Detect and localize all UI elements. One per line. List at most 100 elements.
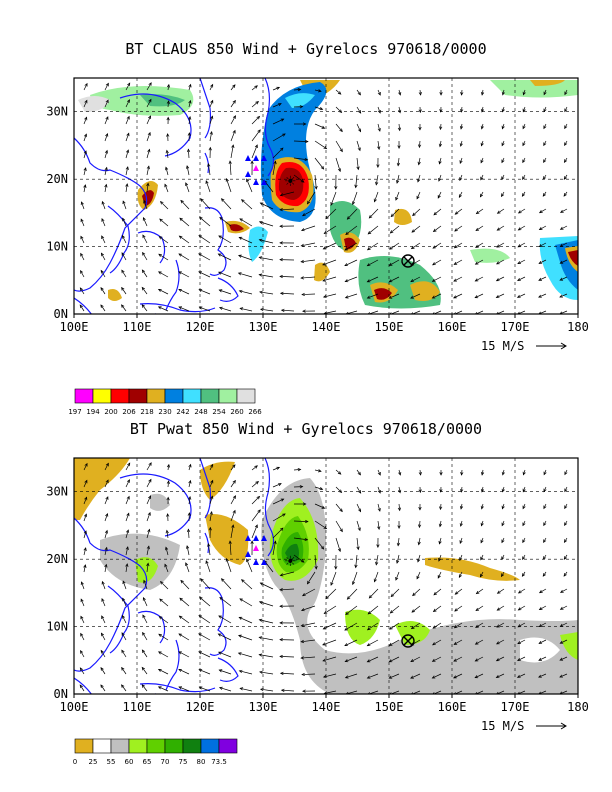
wind-vector bbox=[501, 140, 505, 146]
wind-vector bbox=[179, 597, 190, 607]
wind-vector-head bbox=[432, 262, 436, 266]
wind-vector-head bbox=[496, 590, 501, 594]
lat-tick-label: 0N bbox=[54, 687, 68, 701]
wind-vector-head bbox=[418, 126, 422, 131]
wind-vector bbox=[453, 656, 463, 662]
wind-vector-head bbox=[246, 178, 250, 183]
wind-vector-head bbox=[438, 540, 442, 545]
wind-vector-head bbox=[366, 247, 371, 251]
wind-vector bbox=[251, 481, 259, 488]
wind-vector-head bbox=[501, 522, 505, 527]
lat-tick-label: 20N bbox=[46, 172, 68, 186]
wind-vector bbox=[146, 546, 150, 556]
wind-vector-head bbox=[538, 260, 543, 264]
wind-vector bbox=[518, 225, 526, 231]
wind-vector-head bbox=[256, 115, 261, 120]
wind-vector bbox=[180, 580, 190, 590]
wind-vector bbox=[302, 588, 316, 596]
wind-vector-head bbox=[538, 607, 543, 611]
wind-vector-head bbox=[79, 287, 84, 291]
wind-vector-head bbox=[376, 544, 380, 549]
wind-vector-head bbox=[301, 292, 305, 297]
wind-vector bbox=[324, 605, 337, 614]
wind-vector bbox=[563, 191, 568, 197]
wind-vector-head bbox=[538, 590, 543, 594]
wind-vector-head bbox=[279, 193, 284, 197]
wind-vector-head bbox=[250, 540, 254, 544]
wind-vector-head bbox=[517, 590, 522, 594]
colorbar-label: 248 bbox=[194, 408, 207, 416]
wind-vector bbox=[229, 161, 232, 176]
wind-vector-head bbox=[280, 308, 285, 312]
wind-vector bbox=[335, 106, 342, 113]
wind-vector bbox=[272, 147, 284, 159]
wind-vector bbox=[517, 276, 526, 281]
wind-vector-head bbox=[231, 144, 235, 149]
wind-vector-head bbox=[344, 263, 348, 267]
wind-vector bbox=[100, 650, 106, 658]
wind-vector-head bbox=[101, 218, 105, 222]
wind-vector bbox=[522, 554, 526, 560]
wind-vector bbox=[280, 571, 295, 576]
wind-vector bbox=[539, 605, 547, 610]
wind-vector-head bbox=[377, 109, 381, 114]
wind-vector-head bbox=[239, 218, 244, 222]
wind-vector-head bbox=[126, 99, 130, 103]
wind-vector bbox=[439, 157, 442, 164]
wind-vector-head bbox=[354, 184, 358, 189]
wind-vector-head bbox=[258, 636, 263, 640]
wind-vector-head bbox=[301, 672, 305, 677]
wind-vector-head bbox=[165, 149, 169, 154]
wind-vector bbox=[272, 161, 276, 176]
wind-vector-head bbox=[453, 641, 458, 645]
wind-vector bbox=[496, 639, 505, 645]
wind-vector bbox=[239, 598, 253, 607]
wind-vector bbox=[345, 276, 358, 282]
wind-vector-head bbox=[255, 100, 259, 105]
wind-vector bbox=[502, 123, 505, 129]
wind-vector bbox=[474, 293, 484, 299]
wind-vector bbox=[230, 495, 236, 505]
wind-vector bbox=[419, 520, 421, 528]
wind-vector bbox=[259, 601, 274, 607]
wind-vector-head bbox=[210, 463, 214, 468]
coastline bbox=[264, 458, 275, 557]
wind-vector-head bbox=[458, 194, 462, 199]
wind-vector-head bbox=[543, 125, 547, 130]
wind-vector bbox=[475, 656, 484, 662]
wind-vector bbox=[539, 208, 547, 214]
wind-vector bbox=[272, 541, 276, 556]
wind-vector-head bbox=[396, 542, 401, 547]
wind-vector bbox=[125, 479, 130, 488]
wind-vector-head bbox=[299, 105, 304, 109]
wind-vector bbox=[198, 253, 211, 261]
wind-vector-head bbox=[143, 579, 147, 584]
wind-vector-head bbox=[232, 479, 236, 484]
wind-vector-head bbox=[141, 684, 145, 688]
wind-vector bbox=[159, 236, 169, 244]
wind-vector-head bbox=[279, 258, 283, 262]
wind-vector-head bbox=[559, 260, 564, 264]
wind-vector-head bbox=[460, 472, 464, 476]
wind-vector-head bbox=[300, 276, 304, 280]
wind-vector-head bbox=[186, 528, 191, 533]
wind-vector bbox=[178, 253, 190, 261]
colorbar-swatch bbox=[218, 738, 238, 754]
wind-vector bbox=[496, 242, 505, 248]
wind-vector bbox=[293, 157, 308, 161]
wind-vector bbox=[314, 157, 324, 170]
wind-vector bbox=[522, 503, 526, 509]
wind-vector-head bbox=[453, 692, 456, 694]
wind-vector-head bbox=[564, 91, 568, 96]
wind-vector-head bbox=[80, 649, 84, 654]
wind-vector bbox=[101, 633, 106, 641]
wind-vector bbox=[352, 571, 358, 585]
wind-vector bbox=[79, 287, 85, 295]
wind-vector-head bbox=[185, 562, 189, 566]
wind-vector-head bbox=[302, 689, 306, 693]
wind-vector bbox=[179, 615, 190, 624]
wind-vector-head bbox=[454, 608, 458, 612]
wind-vector bbox=[121, 287, 127, 295]
wind-vector-head bbox=[438, 557, 442, 562]
wind-vector-head bbox=[105, 132, 109, 137]
